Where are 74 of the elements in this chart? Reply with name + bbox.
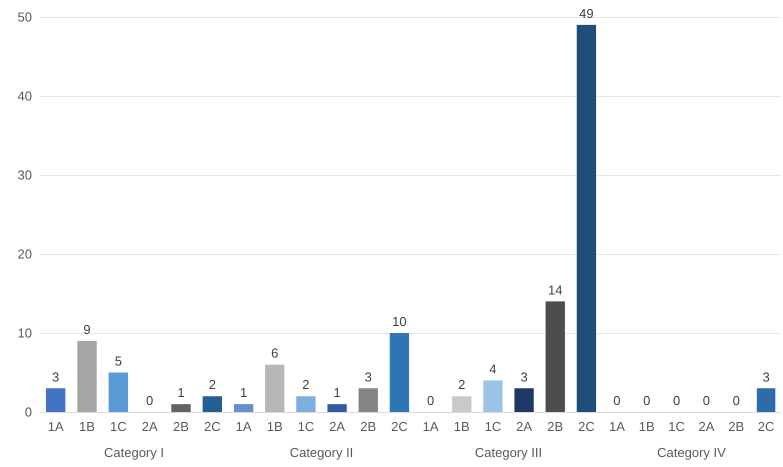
data-label: 2: [208, 377, 216, 392]
data-label: 1: [177, 385, 185, 400]
x-tick-label: 2C: [578, 419, 595, 434]
y-tick-label: 40: [18, 88, 32, 104]
data-label: 0: [426, 393, 434, 408]
data-label: 14: [548, 282, 562, 298]
x-tick-label: 2A: [516, 419, 532, 434]
bar: [46, 388, 66, 412]
data-label: 0: [702, 393, 710, 408]
y-tick-label: 0: [24, 404, 32, 420]
bar: [576, 24, 596, 412]
x-tick-label: 2B: [173, 419, 189, 434]
x-tick-label: 1B: [79, 419, 95, 434]
x-tick-label: 1A: [608, 419, 626, 434]
x-tick-label: 1A: [236, 419, 252, 434]
data-label: 3: [762, 369, 770, 384]
x-tick-label: 1A: [422, 419, 439, 434]
x-tick-label: 2B: [547, 419, 564, 434]
data-label: 2: [302, 377, 310, 392]
bar: [546, 301, 565, 412]
data-label: 49: [579, 6, 594, 21]
data-label: 3: [52, 369, 60, 384]
x-axis-title: Category II: [290, 445, 354, 460]
data-label: 0: [613, 393, 621, 408]
bar: [327, 404, 347, 412]
x-axis-title: Category III: [474, 445, 542, 460]
bar: [390, 333, 410, 412]
bar: [171, 404, 191, 412]
bar: [514, 388, 534, 412]
y-tick-label: 30: [18, 168, 32, 182]
x-axis-title: Category I: [104, 445, 164, 460]
bar: [483, 380, 503, 412]
y-tick-label: 10: [18, 326, 32, 340]
y-tick-label: 50: [18, 10, 32, 24]
data-label: 3: [364, 369, 372, 384]
data-label: 0: [732, 393, 740, 408]
data-label: 9: [83, 322, 91, 337]
x-tick-label: 2B: [360, 419, 376, 434]
data-label: 3: [520, 369, 528, 384]
x-tick-label: 1B: [454, 419, 470, 434]
data-label: 4: [489, 361, 497, 376]
x-tick-label: 2C: [758, 419, 774, 434]
bar: [452, 396, 472, 412]
x-tick-label: 1C: [110, 419, 127, 434]
data-label: 0: [643, 393, 650, 408]
x-tick-label: 1B: [266, 419, 283, 434]
data-label: 1: [333, 385, 341, 400]
data-label: 0: [146, 393, 154, 408]
x-tick-label: 2A: [142, 419, 158, 434]
x-tick-label: 2A: [698, 419, 715, 434]
y-tick-label: 20: [18, 246, 32, 262]
x-tick-label: 1A: [48, 419, 64, 434]
bar: [358, 388, 378, 412]
x-tick-label: 2C: [391, 419, 408, 434]
x-tick-label: 2C: [204, 419, 221, 434]
bar: [296, 396, 316, 412]
bar: [202, 396, 222, 412]
x-axis-title: Category IV: [657, 445, 726, 460]
data-label: 0: [672, 393, 680, 408]
x-tick-label: 2A: [329, 419, 346, 434]
data-label: 5: [114, 354, 122, 368]
data-label: 1: [240, 385, 248, 400]
data-label: 2: [458, 377, 466, 392]
x-tick-label: 1C: [298, 419, 314, 434]
bar: [108, 372, 128, 412]
data-label: 10: [392, 314, 407, 329]
x-tick-label: 1B: [638, 419, 655, 434]
x-tick-label: 2B: [728, 419, 744, 434]
bar: [234, 404, 254, 412]
x-tick-label: 1C: [484, 419, 502, 434]
x-tick-label: 1C: [668, 419, 685, 434]
bar: [77, 340, 97, 412]
bar: [265, 364, 284, 412]
data-label: 6: [271, 346, 278, 361]
